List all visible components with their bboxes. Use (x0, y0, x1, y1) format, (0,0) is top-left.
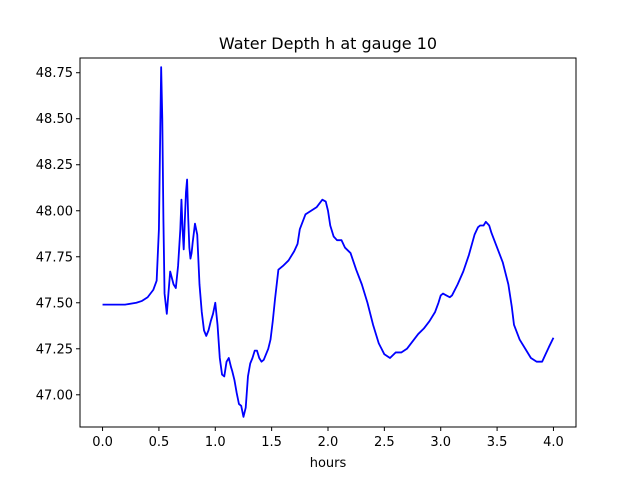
y-tick-label: 48.50 (36, 112, 73, 127)
line-layer (102, 66, 555, 418)
series-line-0 (102, 66, 555, 418)
chart-title: Water Depth h at gauge 10 (219, 34, 437, 53)
y-tick-label: 47.75 (36, 250, 73, 265)
y-axis: 47.00 47.25 47.50 47.75 48.00 48.25 48.50 48.75 (36, 66, 80, 403)
y-tick-label: 47.25 (36, 342, 73, 357)
x-tick-label: 0.5 (149, 435, 170, 450)
x-tick-label: 0.0 (92, 435, 113, 450)
y-tick-label: 48.25 (36, 158, 73, 173)
x-tick-label: 3.5 (487, 435, 508, 450)
y-tick-label: 47.00 (36, 388, 73, 403)
y-tick-label: 48.00 (36, 204, 73, 219)
y-tick-label: 47.50 (36, 296, 73, 311)
x-tick-label: 1.0 (205, 435, 226, 450)
x-tick-label: 2.5 (374, 435, 395, 450)
y-tick-label: 48.75 (36, 66, 73, 81)
x-axis-label: hours (310, 456, 347, 471)
x-axis: 0.0 0.5 1.0 1.5 2.0 2.5 3.0 3.5 4.0 (92, 427, 564, 450)
x-tick-label: 2.0 (318, 435, 339, 450)
x-tick-label: 1.5 (261, 435, 282, 450)
x-tick-label: 3.0 (430, 435, 451, 450)
x-tick-label: 4.0 (543, 435, 564, 450)
